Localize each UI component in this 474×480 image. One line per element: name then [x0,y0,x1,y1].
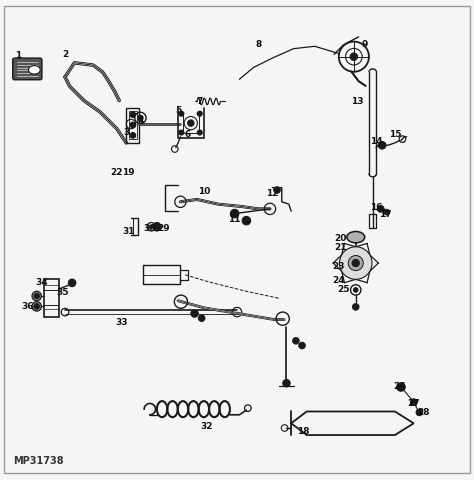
Text: 2: 2 [62,50,68,59]
Text: 12: 12 [266,189,279,197]
Circle shape [353,304,359,311]
Text: 6: 6 [184,130,191,139]
Text: 35: 35 [56,287,69,296]
Text: 21: 21 [335,242,347,252]
Circle shape [130,113,136,118]
Text: 20: 20 [335,233,347,242]
Circle shape [32,292,41,301]
Circle shape [230,210,239,218]
Circle shape [188,120,194,127]
Text: 8: 8 [255,40,261,49]
Circle shape [68,279,76,287]
Text: 10: 10 [198,186,210,195]
Text: 36: 36 [21,301,34,311]
Circle shape [130,123,136,129]
Text: 9: 9 [361,40,367,49]
Ellipse shape [28,67,40,75]
Text: 13: 13 [351,97,364,106]
Circle shape [153,223,161,231]
Circle shape [179,131,184,136]
Text: 30: 30 [144,224,156,233]
Circle shape [32,302,41,312]
Text: 17: 17 [379,210,392,218]
FancyBboxPatch shape [13,59,42,81]
Bar [128,112,137,140]
Ellipse shape [347,232,365,243]
Circle shape [179,112,184,117]
Bar [44,279,59,318]
Text: 28: 28 [417,407,429,416]
Text: 15: 15 [389,130,401,139]
Circle shape [149,226,153,229]
Circle shape [197,112,202,117]
Text: 26: 26 [393,381,406,390]
Text: 29: 29 [158,224,170,233]
Circle shape [34,294,39,299]
Text: 11: 11 [228,215,241,223]
Circle shape [34,304,39,310]
Circle shape [130,133,136,139]
Text: 1: 1 [15,51,21,60]
Text: 16: 16 [370,203,382,212]
Text: 23: 23 [332,262,345,270]
Text: 14: 14 [370,137,383,146]
Circle shape [384,210,390,216]
Circle shape [137,116,143,121]
Text: 34: 34 [35,278,48,287]
Text: 18: 18 [297,426,309,435]
Bar [126,108,139,144]
Text: MP31738: MP31738 [13,455,64,465]
Text: 22: 22 [110,168,123,176]
Text: 7: 7 [196,97,202,106]
Circle shape [191,310,198,318]
Circle shape [299,343,305,349]
Text: 19: 19 [122,168,135,176]
Circle shape [339,247,372,280]
Text: 33: 33 [115,318,128,327]
Text: 5: 5 [175,106,181,115]
Text: 24: 24 [332,276,345,285]
Circle shape [410,399,417,406]
Circle shape [292,338,299,344]
Circle shape [198,315,205,322]
Circle shape [352,260,359,267]
Circle shape [378,142,386,150]
Text: 3: 3 [123,127,129,136]
Text: 31: 31 [122,226,135,235]
Circle shape [274,187,280,194]
Circle shape [283,380,290,387]
Circle shape [197,131,202,136]
Circle shape [416,409,423,416]
Circle shape [350,54,357,61]
Circle shape [348,256,363,271]
Circle shape [242,217,251,226]
Text: 27: 27 [407,398,420,407]
Text: 25: 25 [337,285,349,294]
Circle shape [397,383,405,391]
Circle shape [377,206,384,213]
Text: 32: 32 [200,421,213,430]
Circle shape [354,288,358,293]
Text: 4: 4 [137,116,144,125]
